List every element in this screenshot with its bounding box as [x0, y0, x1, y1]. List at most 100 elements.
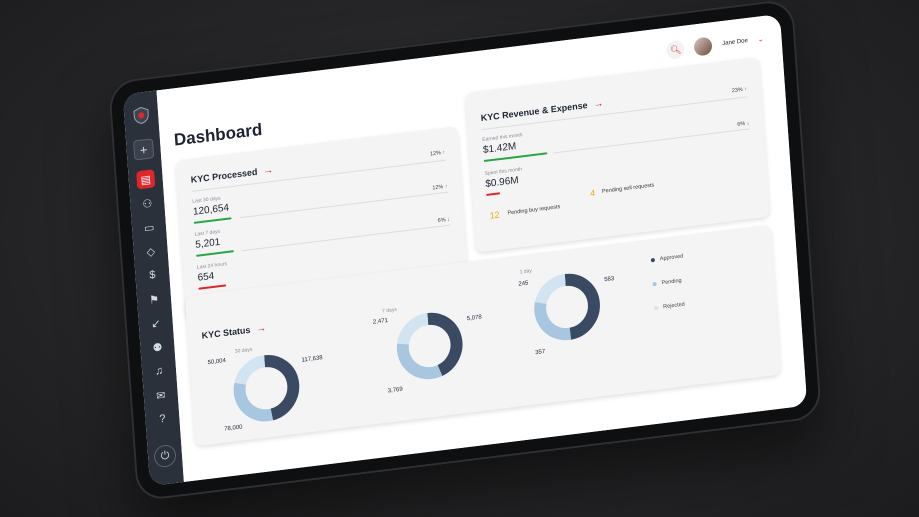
kyc-revenue-top-pct: 23% ↑ [731, 86, 748, 95]
last-7-days-value: 5,201 [195, 236, 221, 251]
donut-segment-approved [427, 312, 463, 377]
legend-dot-rejected [654, 305, 659, 311]
legend-dot-pending [652, 281, 657, 287]
sidebar-item-users[interactable]: ⚇ [138, 193, 157, 213]
donut-chart-7-days [396, 312, 463, 380]
pending-value-7-days: 3,769 [387, 386, 403, 395]
last-7-days-pct: 6% ↓ [437, 216, 451, 225]
sidebar: + ▤ ⚇ ▭ ◇ $ ⚑ ↙ ⚉ ♫ ✉ ? ⏻ [122, 90, 184, 487]
last-24-hours-label: Last 24 hours [196, 261, 228, 271]
pending-value-1-day: 357 [535, 348, 546, 357]
last-30-days-value: 120,654 [192, 202, 230, 218]
donut-segment-rejected [397, 313, 429, 345]
search-button[interactable]: 🔍︎ [666, 39, 686, 60]
sidebar-item-dashboard[interactable]: ▤ [136, 169, 156, 190]
donut-segment-pending [534, 302, 572, 341]
donut-segment-pending [233, 382, 274, 422]
donut-segment-rejected [234, 355, 266, 386]
tablet-device: + ▤ ⚇ ▭ ◇ $ ⚑ ↙ ⚉ ♫ ✉ ? ⏻ 🔍︎ Jane Doe [107, 0, 823, 502]
arrow-down-left-icon: ↙ [150, 317, 161, 331]
legend-dot-approved [650, 257, 656, 263]
donut-chart-1-day [534, 273, 600, 341]
dollar-icon: $ [148, 268, 156, 282]
rejected-value-1-day: 245 [518, 280, 529, 288]
sidebar-item-tags[interactable]: ◇ [141, 241, 160, 261]
donut-segment-approved [564, 273, 600, 340]
last-30-days-pct: 12% ↑ [432, 183, 448, 192]
pending-value-30-days: 78,000 [224, 424, 243, 433]
page-title: Dashboard [173, 119, 263, 150]
arrow-right-icon[interactable]: → [593, 98, 604, 111]
pending-buy-label[interactable]: Pending buy requests [507, 204, 561, 217]
power-button[interactable]: ⏻ [153, 443, 177, 469]
period-1-day: 1 day [519, 268, 532, 276]
avatar[interactable] [693, 36, 714, 57]
divider [241, 224, 451, 252]
arrow-down-icon: ↓ [746, 120, 750, 127]
pending-sell-count: 4 [589, 187, 596, 199]
donut-segment-rejected [534, 274, 567, 305]
sidebar-item-notifications[interactable]: ♫ [150, 361, 169, 381]
rejected-value-30-days: 50,004 [207, 357, 227, 367]
earned-value: $1.42M [482, 140, 517, 157]
arrow-right-icon[interactable]: → [255, 322, 267, 336]
sidebar-item-help[interactable]: ? [153, 409, 172, 429]
divider [239, 191, 448, 219]
pending-sell-label[interactable]: Pending sell requests [601, 182, 655, 195]
legend-approved: Approved [650, 253, 683, 263]
last-30-days-bar [193, 217, 232, 224]
add-button[interactable]: + [133, 138, 155, 161]
kyc-processed-top-pct: 12% ↑ [429, 149, 446, 158]
topbar: 🔍︎ Jane Doe ⌄ [666, 30, 764, 60]
period-30-days: 30 days [234, 346, 253, 355]
screen: + ▤ ⚇ ▭ ◇ $ ⚑ ↙ ⚉ ♫ ✉ ? ⏻ 🔍︎ Jane Doe [122, 13, 808, 487]
last-24-hours-value: 654 [197, 270, 215, 284]
users-icon: ⚇ [142, 197, 153, 211]
mail-icon: ✉ [155, 389, 166, 403]
sidebar-item-mail[interactable]: ✉ [151, 385, 170, 405]
kyc-processed-title: KYC Processed [190, 166, 258, 185]
last-7-days-bar [196, 250, 234, 257]
bell-icon: ♫ [154, 364, 164, 378]
arrow-down-icon: ↓ [446, 216, 451, 223]
donut-chart-30-days [233, 355, 300, 422]
shield-logo-icon [133, 106, 149, 124]
arrow-right-icon[interactable]: → [262, 164, 274, 177]
sidebar-item-billing[interactable]: $ [143, 265, 162, 285]
last-24-hours-bar [198, 284, 227, 290]
group-icon: ⚉ [152, 341, 163, 355]
approved-value-30-days: 117,638 [301, 355, 323, 364]
sidebar-item-calendar[interactable]: ▭ [140, 217, 159, 237]
donut-segment-pending [396, 343, 443, 380]
dashboard-icon: ▤ [140, 173, 152, 187]
kyc-revenue-title: KYC Revenue & Expense [480, 99, 588, 124]
sidebar-item-flags[interactable]: ⚑ [145, 289, 164, 309]
tag-icon: ◇ [146, 245, 156, 259]
divider [553, 128, 750, 154]
user-name[interactable]: Jane Doe [722, 37, 749, 48]
kyc-status-card: KYC Status → 30 days 117,638 50,004 78,00… [184, 224, 782, 447]
earned-pct: 6% ↓ [737, 120, 750, 128]
arrow-up-icon: ↑ [744, 86, 748, 93]
sidebar-item-transfer[interactable]: ↙ [146, 313, 165, 333]
donut-segment-approved [264, 355, 300, 421]
approved-value-1-day: 583 [604, 276, 615, 284]
legend-rejected: Rejected [654, 302, 685, 312]
spent-bar [486, 192, 501, 197]
search-icon: 🔍︎ [669, 43, 682, 56]
earned-label: Earned this month [482, 132, 523, 144]
rejected-value-7-days: 2,471 [372, 317, 389, 326]
chevron-down-icon[interactable]: ⌄ [757, 36, 764, 44]
arrow-up-icon: ↑ [442, 149, 446, 157]
arrow-up-icon: ↑ [444, 183, 448, 190]
kyc-revenue-card: KYC Revenue & Expense → 23% ↑ Earned this… [465, 56, 770, 253]
spent-value: $0.96M [485, 174, 519, 191]
sidebar-item-groups[interactable]: ⚉ [148, 337, 167, 357]
pending-buy-count: 12 [489, 209, 500, 221]
help-icon: ? [159, 412, 166, 426]
flag-icon: ⚑ [148, 293, 160, 307]
period-7-days: 7 days [382, 306, 398, 315]
power-icon: ⏻ [160, 449, 170, 463]
legend-pending: Pending [652, 278, 682, 288]
